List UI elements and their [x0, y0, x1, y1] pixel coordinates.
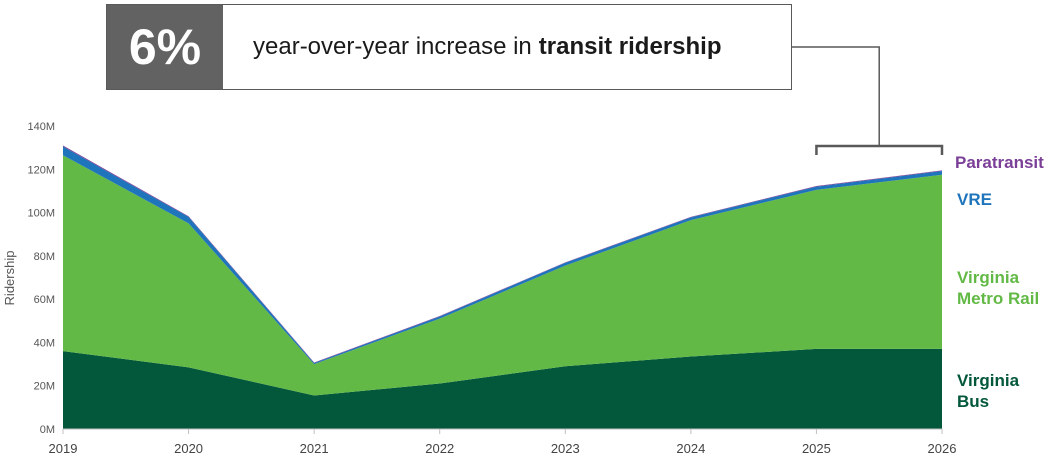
y-tick-label: 140M	[27, 121, 55, 133]
area-layer	[63, 145, 942, 429]
x-tick-label: 2023	[551, 441, 580, 456]
series-label-vre: VRE	[957, 190, 992, 209]
y-tick-label: 20M	[34, 381, 55, 393]
y-tick-label: 80M	[34, 251, 55, 263]
callout-stat: 6%	[107, 5, 223, 89]
callout-bracket	[815, 144, 944, 155]
series-label-metro-rail-text: Virginia Metro Rail	[957, 268, 1040, 308]
x-tick-label: 2022	[425, 441, 454, 456]
y-tick-label: 40M	[34, 337, 55, 349]
series-label-bus-text: Virginia Bus	[957, 371, 1020, 411]
x-tick-label: 2025	[802, 441, 831, 456]
y-axis-ticks: 0M 20M 40M 60M 80M 100M 120M 140M	[27, 121, 55, 436]
callout-text: year-over-year increase in transit rider…	[223, 5, 791, 89]
y-tick-label: 120M	[27, 164, 55, 176]
callout-connector	[792, 46, 880, 146]
x-axis-ticks: 2019 2020 2021 2022 2023 2024 2025 2026	[49, 429, 957, 456]
callout-text-prefix: year-over-year increase in	[253, 33, 532, 60]
series-label-paratransit: Paratransit	[955, 153, 1044, 172]
callout-text-bold: transit ridership	[538, 33, 722, 60]
x-tick-label: 2026	[928, 441, 957, 456]
x-tick-label: 2020	[174, 441, 203, 456]
stat-callout: 6% year-over-year increase in transit ri…	[106, 4, 792, 90]
series-label-metro-rail: Virginia Metro Rail	[957, 267, 1061, 309]
series-label-bus: Virginia Bus	[957, 370, 1037, 412]
y-tick-label: 0M	[40, 424, 55, 436]
x-tick-label: 2019	[49, 441, 78, 456]
y-tick-label: 100M	[27, 208, 55, 220]
area-virginia-bus	[63, 348, 942, 429]
y-tick-label: 60M	[34, 294, 55, 306]
y-axis-label: Ridership	[2, 251, 17, 306]
x-tick-label: 2021	[300, 441, 329, 456]
x-tick-label: 2024	[676, 441, 705, 456]
area-virginia-metro-rail	[63, 155, 942, 396]
